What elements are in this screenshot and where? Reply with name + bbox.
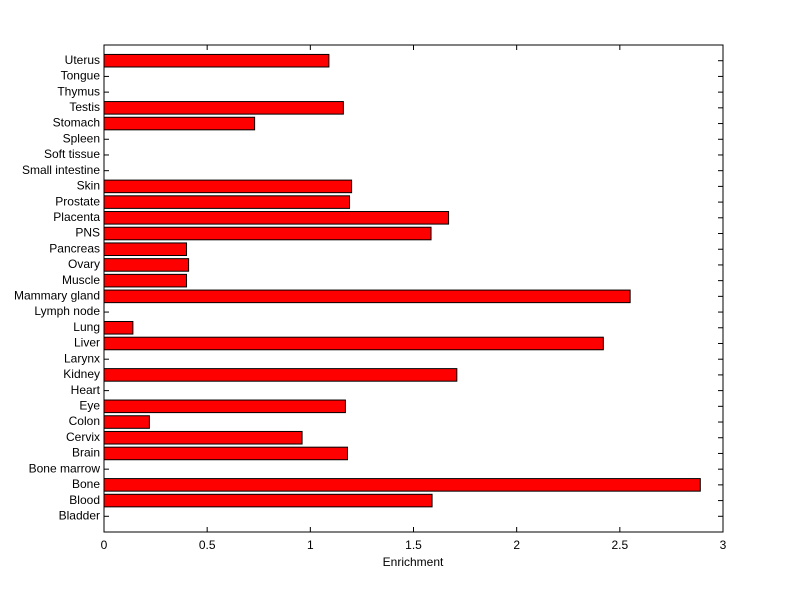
y-tick-label: Prostate xyxy=(55,194,100,208)
y-tick-label: Bone xyxy=(72,477,100,491)
bar xyxy=(103,289,631,304)
y-tick-label: Bladder xyxy=(59,508,100,522)
y-tick-label: Small intestine xyxy=(22,163,100,177)
y-tick-label: Larynx xyxy=(64,351,100,365)
bar xyxy=(103,116,256,131)
bar xyxy=(103,430,303,445)
x-tick-label: 0.5 xyxy=(199,538,216,552)
y-tick-label: Colon xyxy=(69,414,100,428)
x-tick-label: 1.5 xyxy=(405,538,422,552)
bar xyxy=(103,368,458,382)
y-tick-label: Uterus xyxy=(65,53,100,67)
y-tick-label: PNS xyxy=(75,226,100,240)
y-tick-label: Spleen xyxy=(63,131,100,145)
y-tick-label: Ovary xyxy=(68,257,100,271)
y-tick-label: Tongue xyxy=(61,69,101,83)
y-tick-label: Blood xyxy=(69,493,100,507)
x-axis-label: Enrichment xyxy=(383,555,444,569)
y-tick-label: Muscle xyxy=(62,273,100,287)
y-tick-label: Kidney xyxy=(63,367,100,381)
x-tick-label: 0 xyxy=(101,538,108,552)
bar xyxy=(103,336,604,351)
bar xyxy=(103,478,701,492)
y-tick-label: Skin xyxy=(77,179,100,193)
y-tick-label: Brain xyxy=(72,446,100,460)
y-tick-label: Liver xyxy=(74,336,100,350)
bar xyxy=(103,242,188,257)
bar xyxy=(103,320,134,335)
y-tick-label: Stomach xyxy=(53,116,100,130)
bar xyxy=(103,446,348,461)
bar xyxy=(103,273,188,288)
bar xyxy=(103,399,346,414)
x-tick-label: 1 xyxy=(307,538,314,552)
x-tick-label: 2 xyxy=(513,538,520,552)
y-tick-label: Eye xyxy=(79,398,100,412)
bar xyxy=(103,179,353,194)
y-tick-label: Lymph node xyxy=(34,304,100,318)
y-tick-label: Bone marrow xyxy=(29,461,101,475)
bar xyxy=(103,415,150,429)
y-tick-label: Placenta xyxy=(53,210,100,224)
y-tick-label: Lung xyxy=(73,320,100,334)
bar xyxy=(103,101,344,115)
x-tick-label: 2.5 xyxy=(611,538,628,552)
bar xyxy=(103,53,330,68)
y-tick-label: Testis xyxy=(69,100,100,114)
bar xyxy=(103,195,351,209)
bar xyxy=(103,258,190,272)
y-tick-label: Thymus xyxy=(57,84,100,98)
y-tick-label: Mammary gland xyxy=(14,289,100,303)
y-tick-label: Pancreas xyxy=(49,241,100,255)
y-tick-label: Soft tissue xyxy=(44,147,100,161)
y-tick-label: Heart xyxy=(71,383,101,397)
bar xyxy=(103,211,450,225)
y-tick-label: Cervix xyxy=(66,430,100,444)
x-tick-label: 3 xyxy=(720,538,727,552)
bar xyxy=(103,226,432,241)
bar xyxy=(103,493,433,508)
